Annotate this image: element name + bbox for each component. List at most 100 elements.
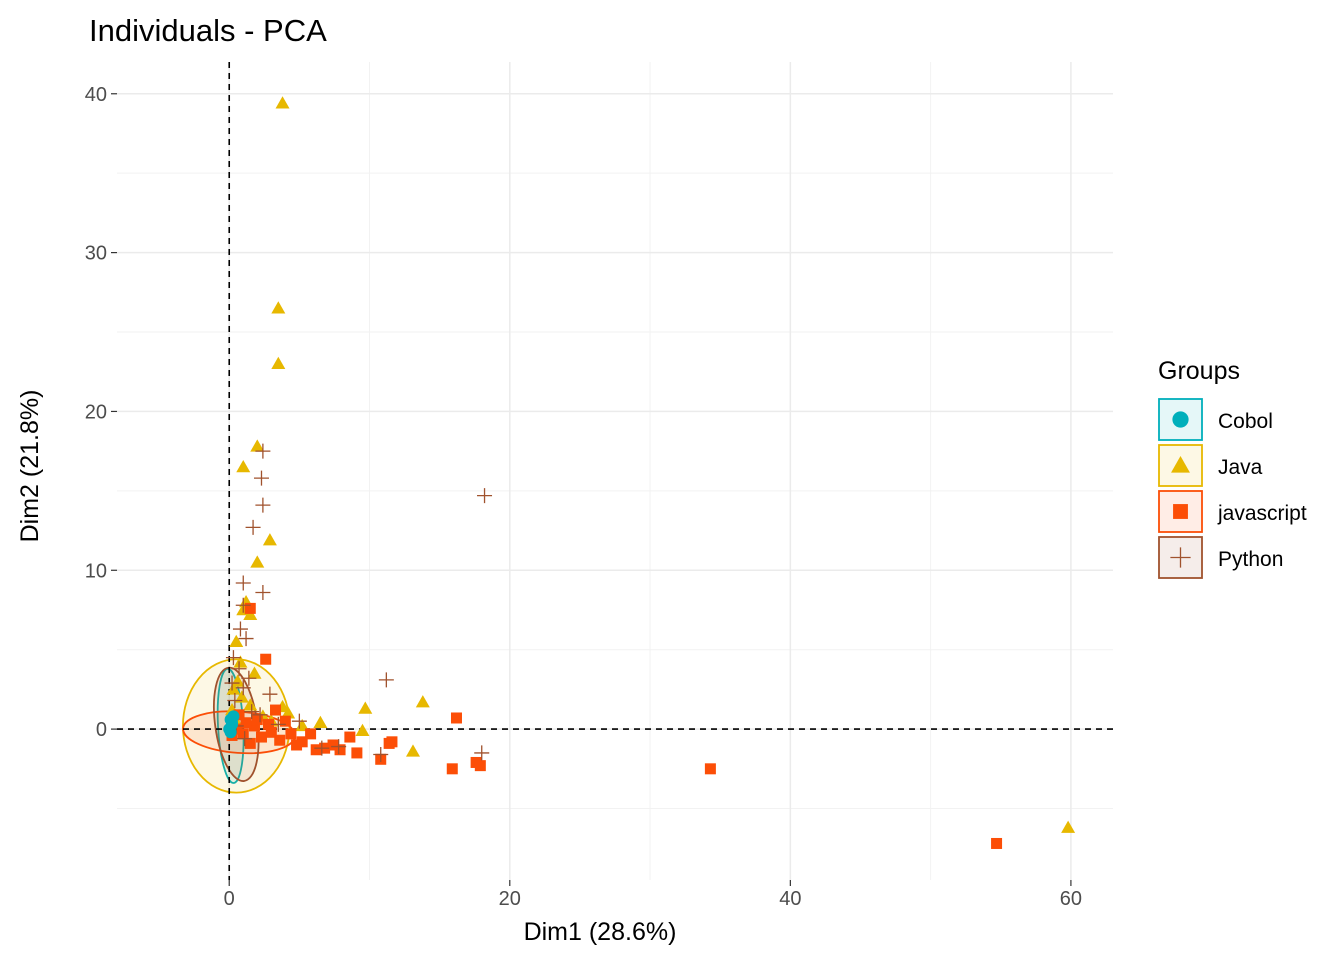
point-python: [225, 650, 241, 666]
x-tick-label: 20: [499, 888, 521, 910]
point-python: [477, 488, 493, 504]
point-javascript: [351, 747, 363, 759]
point-java: [250, 555, 265, 568]
point-java: [358, 701, 373, 714]
point-python: [227, 693, 243, 709]
point-python: [253, 470, 269, 486]
point-javascript: [450, 712, 462, 724]
point-java: [355, 723, 370, 736]
point-javascript: [244, 737, 256, 749]
point-javascript: [263, 718, 275, 730]
point-javascript: [285, 728, 297, 740]
x-tick-label: 40: [779, 888, 801, 910]
point-python: [252, 707, 268, 723]
legend-label-javascript: javascript: [1217, 502, 1307, 525]
legend-symbol-javascript: [1173, 504, 1188, 519]
point-java: [229, 634, 244, 647]
point-python: [474, 745, 490, 761]
point-java: [313, 715, 328, 729]
point-javascript: [383, 737, 395, 749]
point-java: [281, 706, 296, 719]
point-python: [270, 716, 286, 732]
y-tick-label: 30: [85, 243, 107, 265]
legend-key-cobol: [1158, 398, 1203, 441]
point-python: [291, 713, 307, 729]
point-python: [237, 731, 253, 747]
legend-title: Groups: [1158, 357, 1240, 385]
point-javascript: [240, 717, 252, 729]
legend-label-java: Java: [1218, 456, 1263, 479]
point-java: [262, 533, 277, 546]
point-javascript: [344, 731, 356, 743]
point-python: [241, 670, 257, 686]
point-java: [234, 690, 249, 703]
point-javascript: [255, 731, 267, 743]
point-java: [271, 356, 286, 370]
point-cobol: [224, 726, 237, 739]
point-java: [247, 666, 262, 679]
point-python: [373, 747, 389, 763]
point-python: [255, 443, 271, 459]
legend-symbol-java: [1171, 456, 1190, 473]
point-java: [233, 655, 248, 668]
point-python: [235, 680, 251, 696]
point-javascript: [474, 760, 486, 772]
axes: 0 20 40 60 0 10 20 30 40: [85, 84, 1082, 910]
point-java: [1061, 820, 1076, 833]
legend-symbol-cobol: [1172, 411, 1189, 428]
point-javascript: [270, 704, 282, 716]
point-python: [245, 519, 261, 535]
point-java: [275, 96, 290, 109]
x-tick-label: 60: [1060, 888, 1082, 910]
point-javascript: [260, 653, 272, 665]
point-cobol: [226, 716, 239, 729]
point-python: [262, 686, 278, 702]
point-python: [331, 739, 347, 755]
point-python: [224, 675, 240, 691]
point-java: [250, 439, 265, 452]
point-javascript: [244, 602, 256, 614]
point-javascript: [274, 734, 286, 746]
point-javascript: [248, 720, 260, 732]
point-python: [378, 672, 394, 688]
reference-lines: [117, 62, 1113, 880]
point-python: [231, 661, 247, 677]
point-javascript: [265, 726, 277, 738]
chart-title: Individuals - PCA: [89, 13, 327, 48]
point-javascript: [279, 715, 291, 727]
point-python: [238, 631, 254, 647]
point-java: [271, 301, 286, 314]
point-python: [255, 585, 271, 601]
point-javascript: [327, 739, 339, 751]
x-tick-label: 0: [224, 888, 235, 910]
x-axis-title: Dim1 (28.6%): [524, 918, 677, 946]
point-javascript: [305, 728, 317, 740]
point-python: [235, 575, 251, 591]
point-javascript: [296, 736, 308, 748]
y-tick-label: 40: [85, 84, 107, 106]
legend: Groups Cobol Java javascript Python: [1158, 357, 1307, 579]
point-java: [236, 460, 251, 473]
legend-label-cobol: Cobol: [1218, 410, 1273, 433]
point-javascript: [704, 763, 716, 775]
legend-label-python: Python: [1218, 548, 1283, 571]
point-python: [255, 497, 271, 513]
point-java: [243, 698, 258, 711]
point-javascript: [446, 763, 458, 775]
point-python: [232, 621, 248, 637]
grid-minor: [117, 62, 1113, 880]
point-javascript: [251, 714, 263, 726]
y-tick-label: 20: [85, 401, 107, 423]
point-javascript: [291, 739, 303, 751]
point-javascript: [991, 837, 1003, 849]
point-java: [415, 695, 430, 708]
legend-symbol-python: [1170, 547, 1191, 568]
y-axis-title: Dim2 (21.8%): [16, 390, 44, 543]
point-python: [235, 597, 251, 613]
point-java: [295, 718, 310, 732]
point-javascript: [237, 728, 249, 740]
data-points: [223, 96, 1076, 849]
point-python: [244, 704, 260, 720]
point-javascript: [310, 744, 322, 756]
